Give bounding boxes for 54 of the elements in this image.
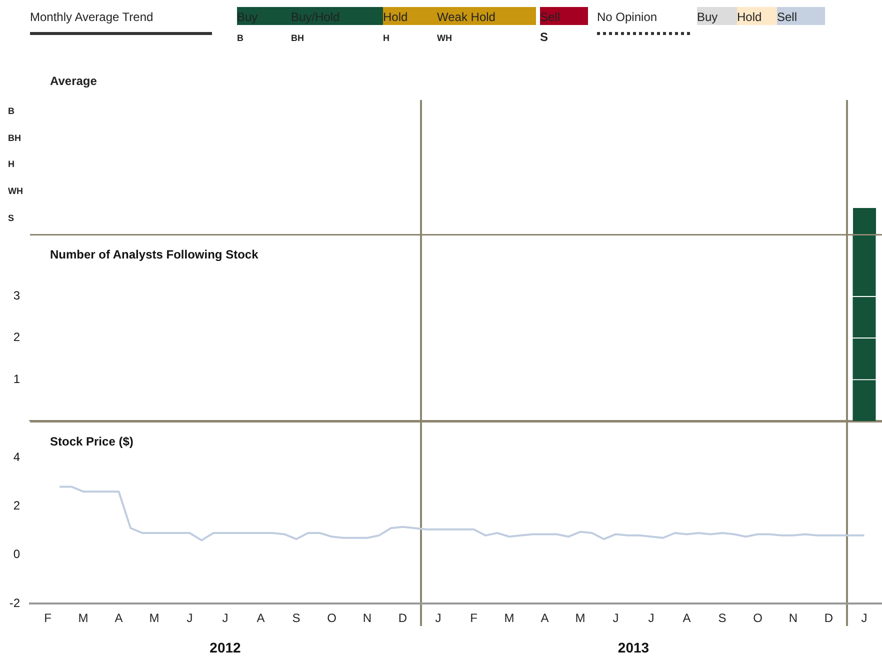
text: Stock Price ($) (50, 434, 134, 448)
x-tick-label: N (362, 611, 372, 626)
x-tick-label: A (256, 611, 265, 626)
text: 2013 (618, 639, 650, 656)
text: BH (291, 33, 304, 43)
text: Weak Hold (437, 7, 536, 25)
x-tick-label: J (222, 611, 228, 626)
x-tick-label: O (327, 611, 336, 626)
text: WH (8, 186, 23, 196)
text: 2012 (210, 639, 242, 656)
text: Sell (777, 7, 825, 25)
x-tick-label: N (788, 611, 798, 626)
text: Sell (540, 7, 588, 25)
text: S (8, 212, 14, 223)
text: Buy (697, 7, 737, 25)
x-tick-label: J (612, 611, 619, 626)
y-tick-label: 3 (13, 288, 20, 303)
text: Hold (737, 7, 777, 25)
x-tick-label: J (648, 611, 654, 626)
x-tick-label: J (186, 611, 193, 626)
text: Number of Analysts Following Stock (50, 247, 259, 262)
y-tick-label: 2 (13, 330, 20, 344)
x-tick-label: M (78, 611, 88, 626)
x-tick-label: M (504, 611, 514, 626)
x-tick-label: D (824, 611, 834, 626)
y-tick-label: 2 (13, 498, 20, 513)
text: S (540, 30, 548, 44)
x-tick-label: A (540, 611, 549, 626)
text: B (237, 33, 244, 43)
x-tick-label: A (114, 611, 123, 626)
y-tick-label: 1 (13, 372, 20, 386)
text: Hold (383, 7, 437, 25)
x-tick-label: S (292, 611, 300, 626)
x-tick-label: D (398, 611, 408, 626)
y-tick-label: 4 (13, 450, 20, 464)
text: WH (437, 33, 452, 43)
text: Monthly Average Trend (30, 10, 154, 24)
x-tick-label: F (44, 611, 52, 626)
x-tick-label: O (753, 611, 762, 626)
x-tick-label: A (682, 611, 691, 626)
text: H (8, 159, 14, 170)
text: B (8, 106, 14, 116)
y-tick-label: 0 (13, 547, 20, 562)
x-tick-label: M (149, 611, 160, 626)
text: H (383, 33, 390, 43)
x-tick-label: S (718, 611, 726, 626)
y-tick-label: -2 (9, 596, 20, 610)
x-tick-label: J (861, 611, 868, 626)
text: No Opinion (597, 10, 658, 24)
x-tick-label: F (470, 611, 478, 626)
x-tick-label: M (575, 611, 586, 626)
text: BH (8, 132, 21, 143)
x-tick-label: J (435, 611, 442, 626)
text: Average (50, 74, 97, 88)
